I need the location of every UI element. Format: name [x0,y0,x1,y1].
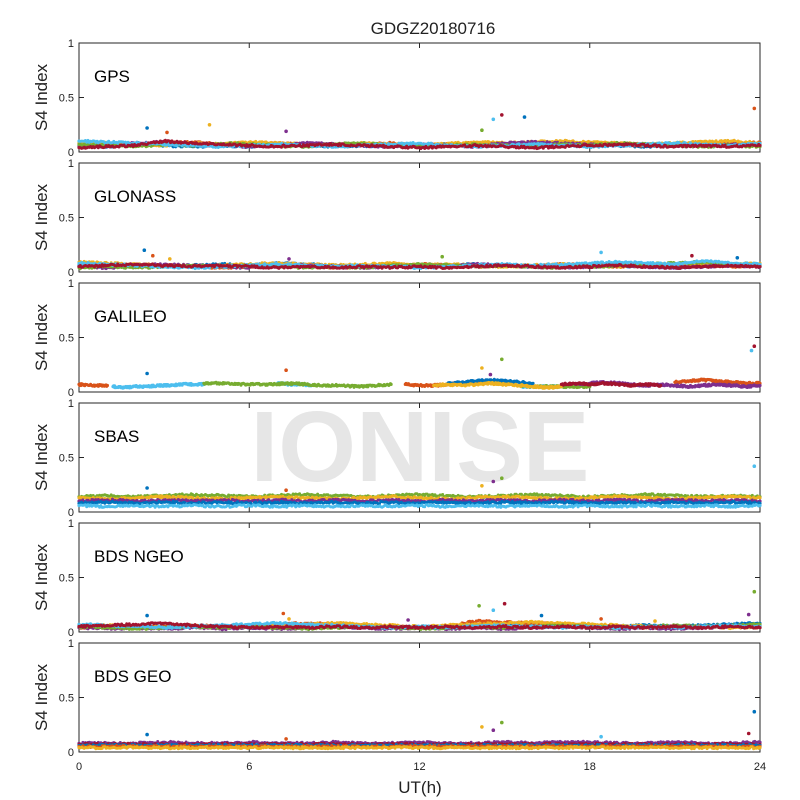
outlier-point [522,115,527,119]
panel-label: GPS [94,67,130,86]
outlier-point [500,113,504,117]
outlier-point [207,123,212,127]
axes-box [78,42,761,153]
axes-box [78,162,761,273]
data-point [758,143,762,148]
panel-label: GLONASS [94,187,176,206]
y-tick-label: 1 [68,158,74,170]
outlier-point [284,129,288,134]
y-axis-label: S4 Index [32,183,51,251]
y-axis-label: S4 Index [32,63,51,131]
outlier-point [491,117,496,122]
y-tick-label: 0.5 [59,213,74,225]
outlier-point [480,128,484,132]
outlier-point [165,130,169,135]
figure-title: GDGZ20180716 [371,19,496,38]
outlier-point [145,126,149,130]
y-tick-label: 0 [68,147,74,159]
panel-gps: 0 0.5 1 S4 Index GPS [32,38,762,159]
y-tick-label: 1 [68,38,74,50]
y-tick-label: 0.5 [59,93,74,105]
outlier-point [752,106,757,111]
